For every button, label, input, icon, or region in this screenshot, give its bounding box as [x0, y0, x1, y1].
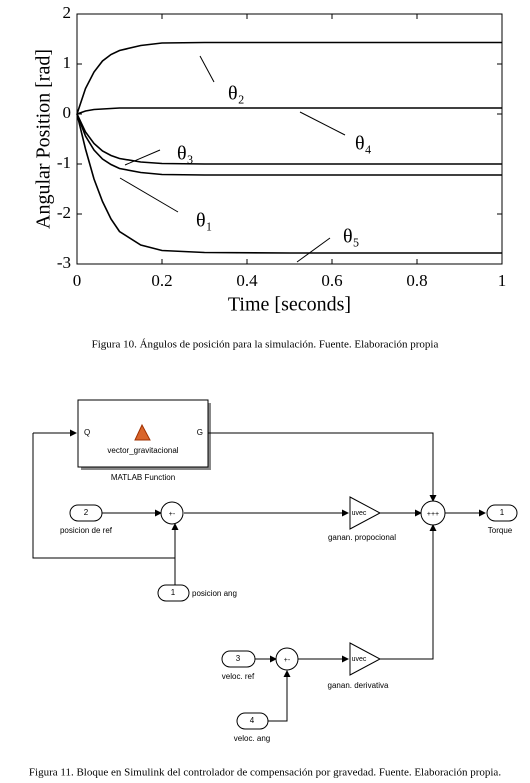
- matlab-icon: [134, 423, 151, 441]
- wire: [32, 433, 175, 559]
- port-name: veloc. ref: [222, 672, 255, 681]
- plot-frame: [76, 13, 503, 265]
- inport: [69, 504, 103, 522]
- leader-line: [296, 237, 331, 263]
- series-line: [76, 107, 502, 115]
- diagram-labels: Q G vector_gravitacional MATLAB Function…: [60, 428, 513, 743]
- inport: [157, 584, 190, 602]
- wire: [208, 432, 437, 502]
- y-tick-label: 1: [63, 53, 72, 72]
- gain-text: uvec: [352, 656, 367, 663]
- port-number: 1: [171, 588, 176, 597]
- gain-label: ganan. propocional: [328, 533, 396, 542]
- x-tick-label: 0.2: [151, 271, 172, 290]
- port-number: 2: [84, 508, 89, 517]
- port-name: veloc. ang: [234, 734, 270, 743]
- function-name: vector_gravitacional: [107, 446, 178, 455]
- port-number: 4: [250, 716, 255, 725]
- y-tick-label: 0: [63, 103, 72, 122]
- y-axis-label: Angular Position [rad]: [33, 49, 55, 229]
- sum-signs: +++: [427, 511, 439, 518]
- outport: [486, 504, 518, 522]
- wire: [268, 670, 291, 722]
- series-label: θ₅: [343, 226, 360, 248]
- sum: [160, 501, 184, 525]
- block-label: MATLAB Function: [111, 473, 175, 482]
- y-tick-label: 2: [63, 3, 72, 22]
- port-name: posicion ang: [192, 589, 237, 598]
- x-tick-label: 0: [73, 271, 82, 290]
- leader-line: [124, 149, 161, 166]
- series-label: θ₂: [228, 83, 245, 105]
- series-line: [76, 41, 502, 115]
- x-tick-label: 0.4: [236, 271, 258, 290]
- sum-signs: +-: [284, 657, 291, 664]
- leader-line: [119, 177, 179, 213]
- x-tick-label: 0.8: [406, 271, 427, 290]
- y-tick-label: -2: [57, 203, 71, 222]
- x-tick-label: 0.6: [321, 271, 342, 290]
- sum: [275, 647, 299, 671]
- y-tick-label: -1: [57, 153, 71, 172]
- sum-signs: +-: [169, 511, 176, 518]
- port-name: Torque: [488, 526, 513, 535]
- gain-label: ganan. derivativa: [328, 681, 389, 690]
- leader-line: [199, 55, 215, 83]
- series-line: [76, 113, 502, 254]
- sum: [420, 500, 446, 526]
- x-tick-label: 1: [498, 271, 507, 290]
- gain: [349, 642, 382, 676]
- gain-text: uvec: [352, 510, 367, 517]
- inport: [221, 650, 256, 668]
- inport: [236, 712, 269, 730]
- gain: [349, 496, 382, 530]
- series-line: [76, 113, 502, 176]
- series-label: θ₁: [196, 210, 213, 232]
- series-line: [76, 113, 502, 165]
- series-label: θ₄: [355, 133, 372, 155]
- wire: [380, 524, 437, 660]
- caption: Figura 10. Ángulos de posición para la s…: [92, 339, 439, 351]
- port-label: G: [197, 428, 203, 437]
- port-number: 1: [500, 508, 505, 517]
- series-label: θ₃: [177, 143, 194, 165]
- port-number: 3: [236, 654, 241, 663]
- x-axis-label: Time [seconds]: [228, 294, 351, 316]
- caption: Figura 11. Bloque en Simulink del contro…: [29, 767, 501, 779]
- leader-line: [299, 111, 346, 136]
- port-name: posicion de ref: [60, 526, 113, 535]
- port-label: Q: [84, 428, 90, 437]
- chart: -3 -2 -1 0 1 2 0 0.2 0.4 0.6 0.8 1 Time [seconds] Ang…: [33, 3, 507, 316]
- y-tick-label: -3: [57, 253, 71, 272]
- diagram: [32, 399, 518, 730]
